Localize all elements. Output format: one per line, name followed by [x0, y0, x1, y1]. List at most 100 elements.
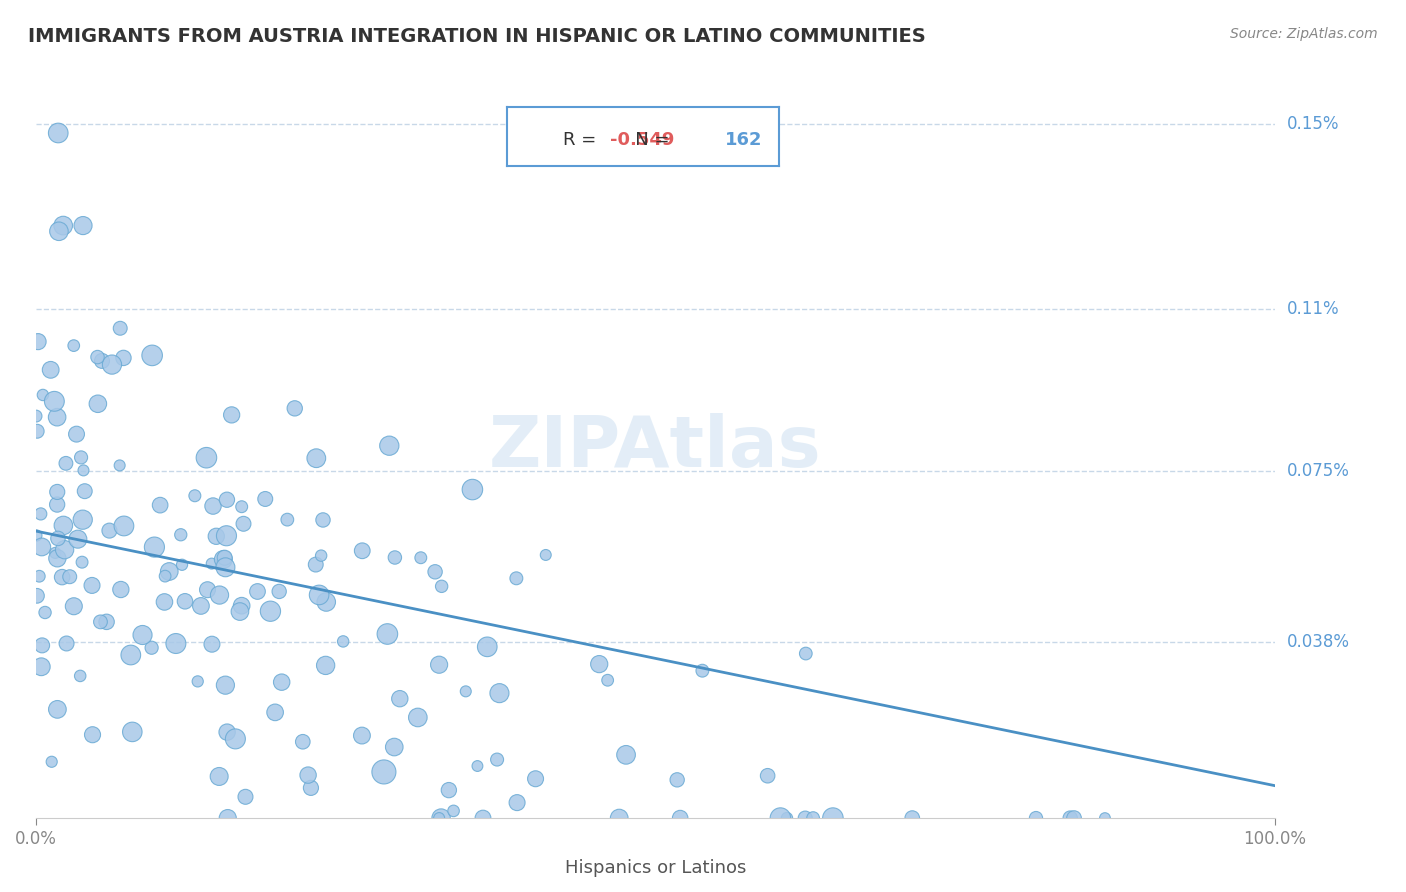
- Point: [224, 731, 246, 746]
- Point: [153, 595, 176, 609]
- Point: [269, 584, 291, 599]
- Point: [48, 224, 70, 238]
- Point: [51, 570, 73, 584]
- Point: [165, 636, 187, 650]
- Point: [184, 489, 207, 503]
- Point: [212, 552, 235, 566]
- Point: [461, 483, 484, 497]
- Point: [25, 409, 48, 423]
- Point: [141, 640, 163, 655]
- Point: [270, 675, 292, 690]
- Point: [25, 589, 48, 603]
- Point: [276, 513, 298, 527]
- Point: [96, 615, 118, 629]
- Point: [427, 811, 450, 825]
- Point: [153, 569, 176, 583]
- Point: [472, 811, 495, 825]
- Point: [65, 427, 87, 442]
- Point: [254, 491, 277, 506]
- Point: [108, 458, 131, 473]
- Point: [69, 669, 91, 683]
- Point: [25, 424, 48, 438]
- Point: [205, 529, 228, 543]
- Point: [131, 628, 153, 642]
- Point: [315, 595, 337, 609]
- Point: [215, 529, 238, 543]
- Point: [80, 578, 103, 592]
- Point: [59, 570, 82, 584]
- Point: [44, 394, 66, 409]
- Point: [378, 439, 401, 453]
- Point: [588, 657, 610, 672]
- Point: [72, 513, 94, 527]
- Point: [217, 725, 239, 739]
- Point: [46, 126, 69, 140]
- Point: [46, 498, 69, 512]
- Point: [423, 565, 446, 579]
- Point: [756, 769, 779, 783]
- Point: [174, 594, 197, 608]
- Point: [55, 636, 77, 650]
- Point: [62, 338, 84, 352]
- Point: [794, 811, 817, 825]
- Point: [454, 684, 477, 698]
- Point: [506, 796, 529, 810]
- Point: [55, 456, 77, 470]
- Point: [34, 606, 56, 620]
- Point: [121, 725, 143, 739]
- Point: [101, 358, 124, 372]
- Point: [284, 401, 307, 416]
- Point: [46, 702, 69, 716]
- Point: [66, 532, 89, 546]
- Point: [70, 555, 93, 569]
- Point: [215, 492, 238, 507]
- Point: [53, 542, 76, 557]
- Point: [87, 397, 110, 411]
- Point: [41, 755, 63, 769]
- Point: [28, 569, 51, 583]
- Point: [299, 780, 322, 795]
- Point: [373, 764, 395, 779]
- Point: [1025, 811, 1047, 825]
- Point: [208, 769, 231, 783]
- Point: [46, 551, 69, 566]
- Point: [157, 565, 180, 579]
- Point: [264, 706, 287, 720]
- Point: [52, 518, 75, 533]
- Point: [112, 519, 135, 533]
- Point: [467, 759, 489, 773]
- Point: [1063, 811, 1085, 825]
- Point: [91, 354, 114, 368]
- Point: [309, 549, 332, 563]
- Point: [201, 557, 224, 571]
- Point: [201, 637, 224, 651]
- Text: 0.038%: 0.038%: [1288, 633, 1350, 651]
- Point: [692, 664, 714, 678]
- Point: [437, 783, 460, 797]
- Point: [197, 582, 219, 597]
- Point: [112, 351, 135, 365]
- Point: [72, 219, 94, 233]
- Point: [607, 811, 630, 825]
- Text: Source: ZipAtlas.com: Source: ZipAtlas.com: [1230, 27, 1378, 41]
- Point: [73, 484, 96, 499]
- Point: [190, 599, 212, 613]
- Point: [52, 219, 75, 233]
- Text: 0.15%: 0.15%: [1288, 115, 1340, 133]
- Point: [27, 334, 49, 349]
- Point: [46, 532, 69, 546]
- Point: [291, 735, 314, 749]
- Point: [149, 498, 172, 512]
- Point: [30, 659, 52, 673]
- Point: [388, 691, 411, 706]
- Text: 0.075%: 0.075%: [1288, 462, 1350, 480]
- Point: [70, 450, 93, 465]
- Point: [305, 558, 328, 572]
- Point: [208, 588, 231, 602]
- Point: [776, 811, 799, 825]
- Point: [794, 647, 817, 661]
- Point: [427, 657, 450, 672]
- Point: [332, 634, 354, 648]
- Point: [187, 674, 209, 689]
- Point: [486, 753, 509, 767]
